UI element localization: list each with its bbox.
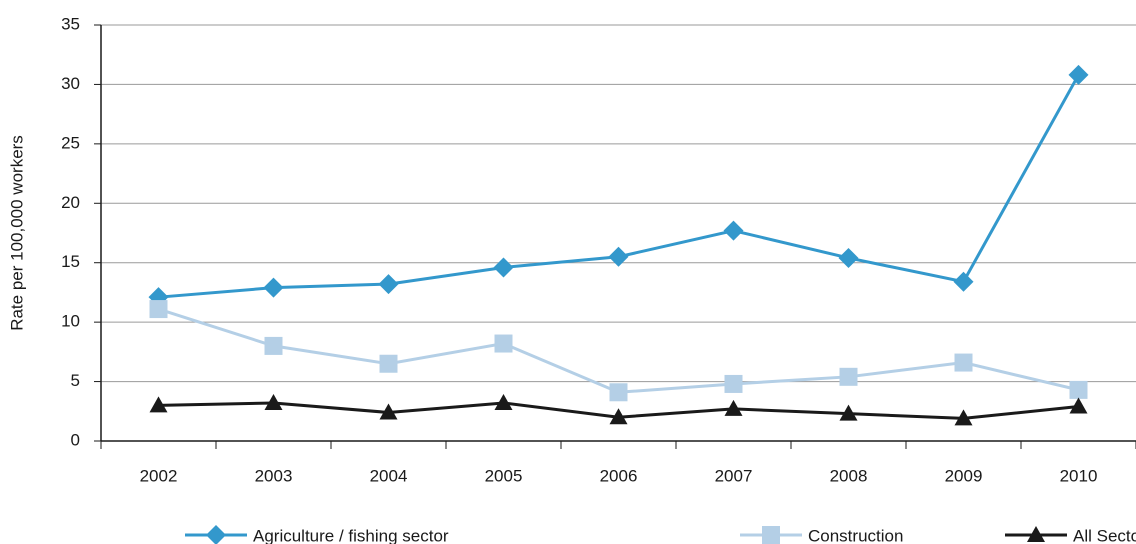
point bbox=[724, 399, 743, 416]
y-tick-label: 35 bbox=[61, 14, 80, 33]
point bbox=[149, 300, 168, 319]
x-tick-label: 2006 bbox=[600, 466, 638, 485]
x-tick-label: 2003 bbox=[255, 466, 293, 485]
legend-label: Construction bbox=[808, 526, 903, 544]
point bbox=[379, 403, 398, 420]
point bbox=[379, 354, 398, 373]
point bbox=[1069, 380, 1088, 399]
point bbox=[264, 393, 283, 410]
y-tick-label: 5 bbox=[71, 371, 80, 390]
x-tick-label: 2009 bbox=[945, 466, 983, 485]
point bbox=[839, 367, 858, 386]
point bbox=[839, 404, 858, 421]
point bbox=[1068, 64, 1089, 85]
x-tick-label: 2005 bbox=[485, 466, 523, 485]
y-tick-label: 10 bbox=[61, 312, 80, 331]
x-tick-label: 2007 bbox=[715, 466, 753, 485]
x-tick-label: 2004 bbox=[370, 466, 408, 485]
point bbox=[263, 277, 284, 298]
point bbox=[954, 353, 973, 372]
legend-marker bbox=[762, 526, 780, 544]
y-tick-label: 30 bbox=[61, 74, 80, 93]
series-line bbox=[158, 307, 1079, 394]
point bbox=[723, 220, 744, 241]
point bbox=[609, 408, 628, 425]
y-axis-label: Rate per 100,000 workers bbox=[7, 135, 26, 331]
legend-label: All Sectors bbox=[1073, 526, 1136, 544]
y-tick-label: 0 bbox=[71, 430, 80, 449]
point bbox=[838, 247, 859, 268]
x-tick-label: 2008 bbox=[830, 466, 868, 485]
point bbox=[493, 257, 514, 278]
x-tick-label: 2002 bbox=[140, 466, 178, 485]
legend-marker bbox=[1027, 526, 1045, 542]
y-tick-label: 25 bbox=[61, 133, 80, 152]
point bbox=[494, 334, 513, 353]
y-tick-label: 20 bbox=[61, 193, 80, 212]
point bbox=[609, 383, 628, 402]
x-tick-label: 2010 bbox=[1060, 466, 1098, 485]
point bbox=[264, 336, 283, 355]
point bbox=[953, 271, 974, 292]
point bbox=[608, 246, 629, 267]
point bbox=[494, 393, 513, 410]
point bbox=[724, 374, 743, 393]
y-tick-label: 15 bbox=[61, 252, 80, 271]
legend-label: Agriculture / fishing sector bbox=[253, 526, 449, 544]
point bbox=[378, 274, 399, 295]
point bbox=[954, 409, 973, 426]
point bbox=[1069, 397, 1088, 414]
point bbox=[149, 396, 168, 413]
legend-marker bbox=[206, 525, 226, 544]
